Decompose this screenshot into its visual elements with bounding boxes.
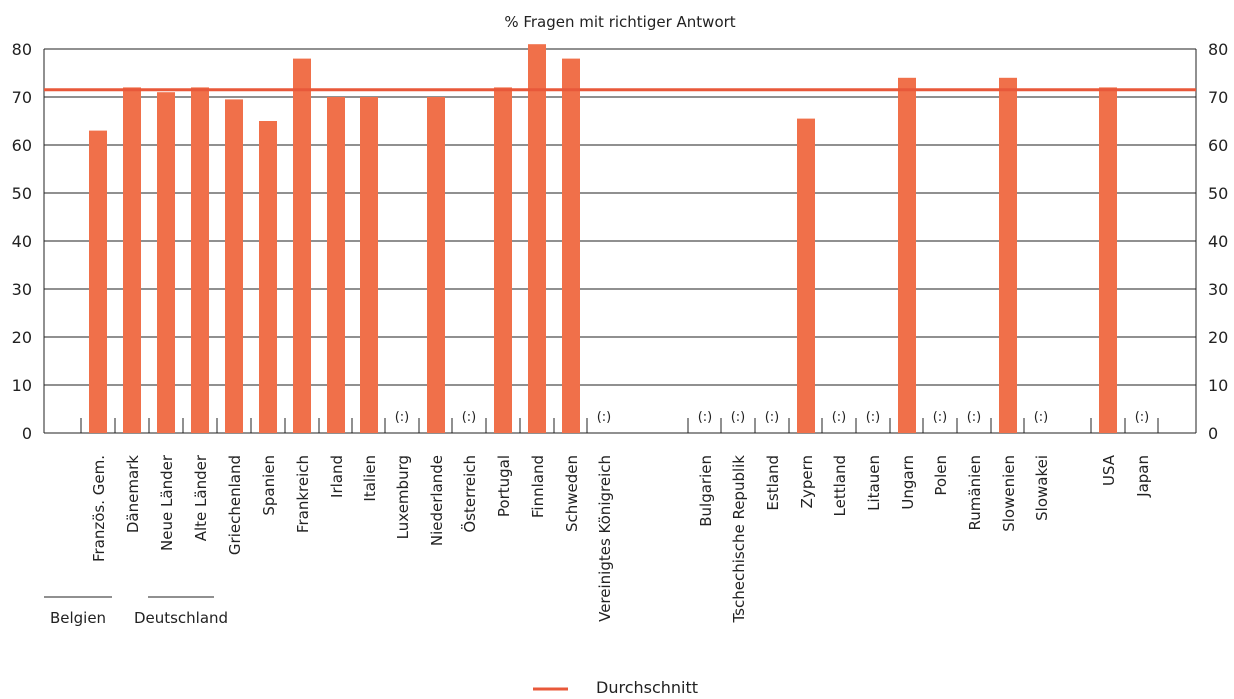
x-tick-label: Slowenien [1000,455,1018,532]
y-tick-label-right: 70 [1208,88,1228,107]
x-tick-label: Slowakei [1033,455,1051,521]
x-tick-label: Österreich [460,455,479,533]
missing-data-label: (:) [395,410,410,425]
bar [797,118,815,433]
bar [898,77,916,434]
x-tick-label: Französ. Gem. [90,455,108,562]
x-tick-label: Estland [764,455,782,511]
missing-data-label: (:) [866,410,881,425]
missing-data-label: (:) [765,410,780,425]
chart-title: % Fragen mit richtiger Antwort [504,13,735,31]
x-tick-label: Alte Länder [192,454,210,541]
missing-data-label: (:) [832,410,847,425]
group-label: Belgien [50,609,106,627]
bar [1099,87,1117,434]
bar [494,87,512,434]
missing-data-label: (:) [731,410,746,425]
group-label: Deutschland [134,609,228,627]
y-tick-label-left: 50 [12,184,32,203]
x-labels: Französ. Gem. Dänemark Neue Länder Alte Län… [90,454,1152,623]
y-tick-label-right: 10 [1208,376,1228,395]
x-tick-label: Litauen [865,455,883,511]
missing-data-label: (:) [933,410,948,425]
legend-label: Durchschnitt [596,678,698,695]
bar [259,121,277,433]
x-tick-label: Finnland [529,455,547,518]
missing-data-label: (:) [462,410,477,425]
x-tick-label: Griechenland [226,455,244,555]
y-tick-label-right: 30 [1208,280,1228,299]
x-tick-label: Frankreich [294,455,312,533]
legend: Durchschnitt [533,678,698,697]
y-tick-label-left: 30 [12,280,32,299]
y-tick-label-left: 10 [12,376,32,395]
x-tick-label: Tschechische Republik [730,455,748,624]
group-labels: Belgien Deutschland [44,596,228,627]
missing-data-label: (:) [1034,410,1049,425]
x-tick-label: Japan [1134,455,1152,498]
missing-data-label: (:) [967,410,982,425]
x-tick-label: Ungarn [899,455,917,510]
bars: (:) (:) (:) (:) (:) (:) (:) (:) (:) (:) (:) (:) [89,44,1150,434]
bar [360,97,378,433]
y-tick-label-right: 40 [1208,232,1228,251]
y-tick-label-right: 60 [1208,136,1228,155]
bar [293,58,311,433]
missing-data-label: (:) [698,410,713,425]
x-tick-label: Polen [932,455,950,496]
x-tick-label: Dänemark [124,455,142,533]
bar [89,130,107,433]
y-tick-label-left: 80 [12,40,32,59]
bar [327,97,345,433]
x-tick-label: Rumänien [966,455,984,530]
x-tick-label: Portugal [495,455,513,517]
bar [225,99,243,434]
x-tick-label: Irland [328,455,346,498]
x-tick-label: Lettland [831,455,849,516]
y-tick-label-left: 40 [12,232,32,251]
bar [562,58,580,433]
bar [427,97,445,433]
x-tick-label: Schweden [563,455,581,532]
y-tick-label-left: 70 [12,88,32,107]
y-tick-label-right: 80 [1208,40,1228,59]
missing-data-label: (:) [597,410,612,425]
x-tick-label: Vereinigtes Königreich [596,455,614,622]
y-tick-label-left: 0 [22,424,32,443]
bar [123,87,141,434]
bar [528,44,546,433]
bar [999,77,1017,434]
x-tick-label: Neue Länder [158,454,176,551]
x-tick-label: USA [1100,454,1118,486]
x-tick-label: Niederlande [428,455,446,546]
grid [44,48,1196,434]
y-tick-label-left: 60 [12,136,32,155]
y-tick-label-right: 0 [1208,424,1218,443]
bar [157,92,175,433]
missing-data-label: (:) [1135,410,1150,425]
bar [191,87,209,434]
x-tick-label: Bulgarien [697,455,715,527]
y-tick-label-left: 20 [12,328,32,347]
axes: 0 0 10 10 20 20 30 30 40 40 50 50 60 60 70 70 80 80 [12,40,1229,443]
y-tick-label-right: 50 [1208,184,1228,203]
y-tick-label-right: 20 [1208,328,1228,347]
x-tick-label: Spanien [260,455,278,516]
x-tick-label: Italien [361,455,379,502]
x-tick-label: Luxemburg [394,455,412,539]
x-tick-label: Zypern [798,455,816,508]
